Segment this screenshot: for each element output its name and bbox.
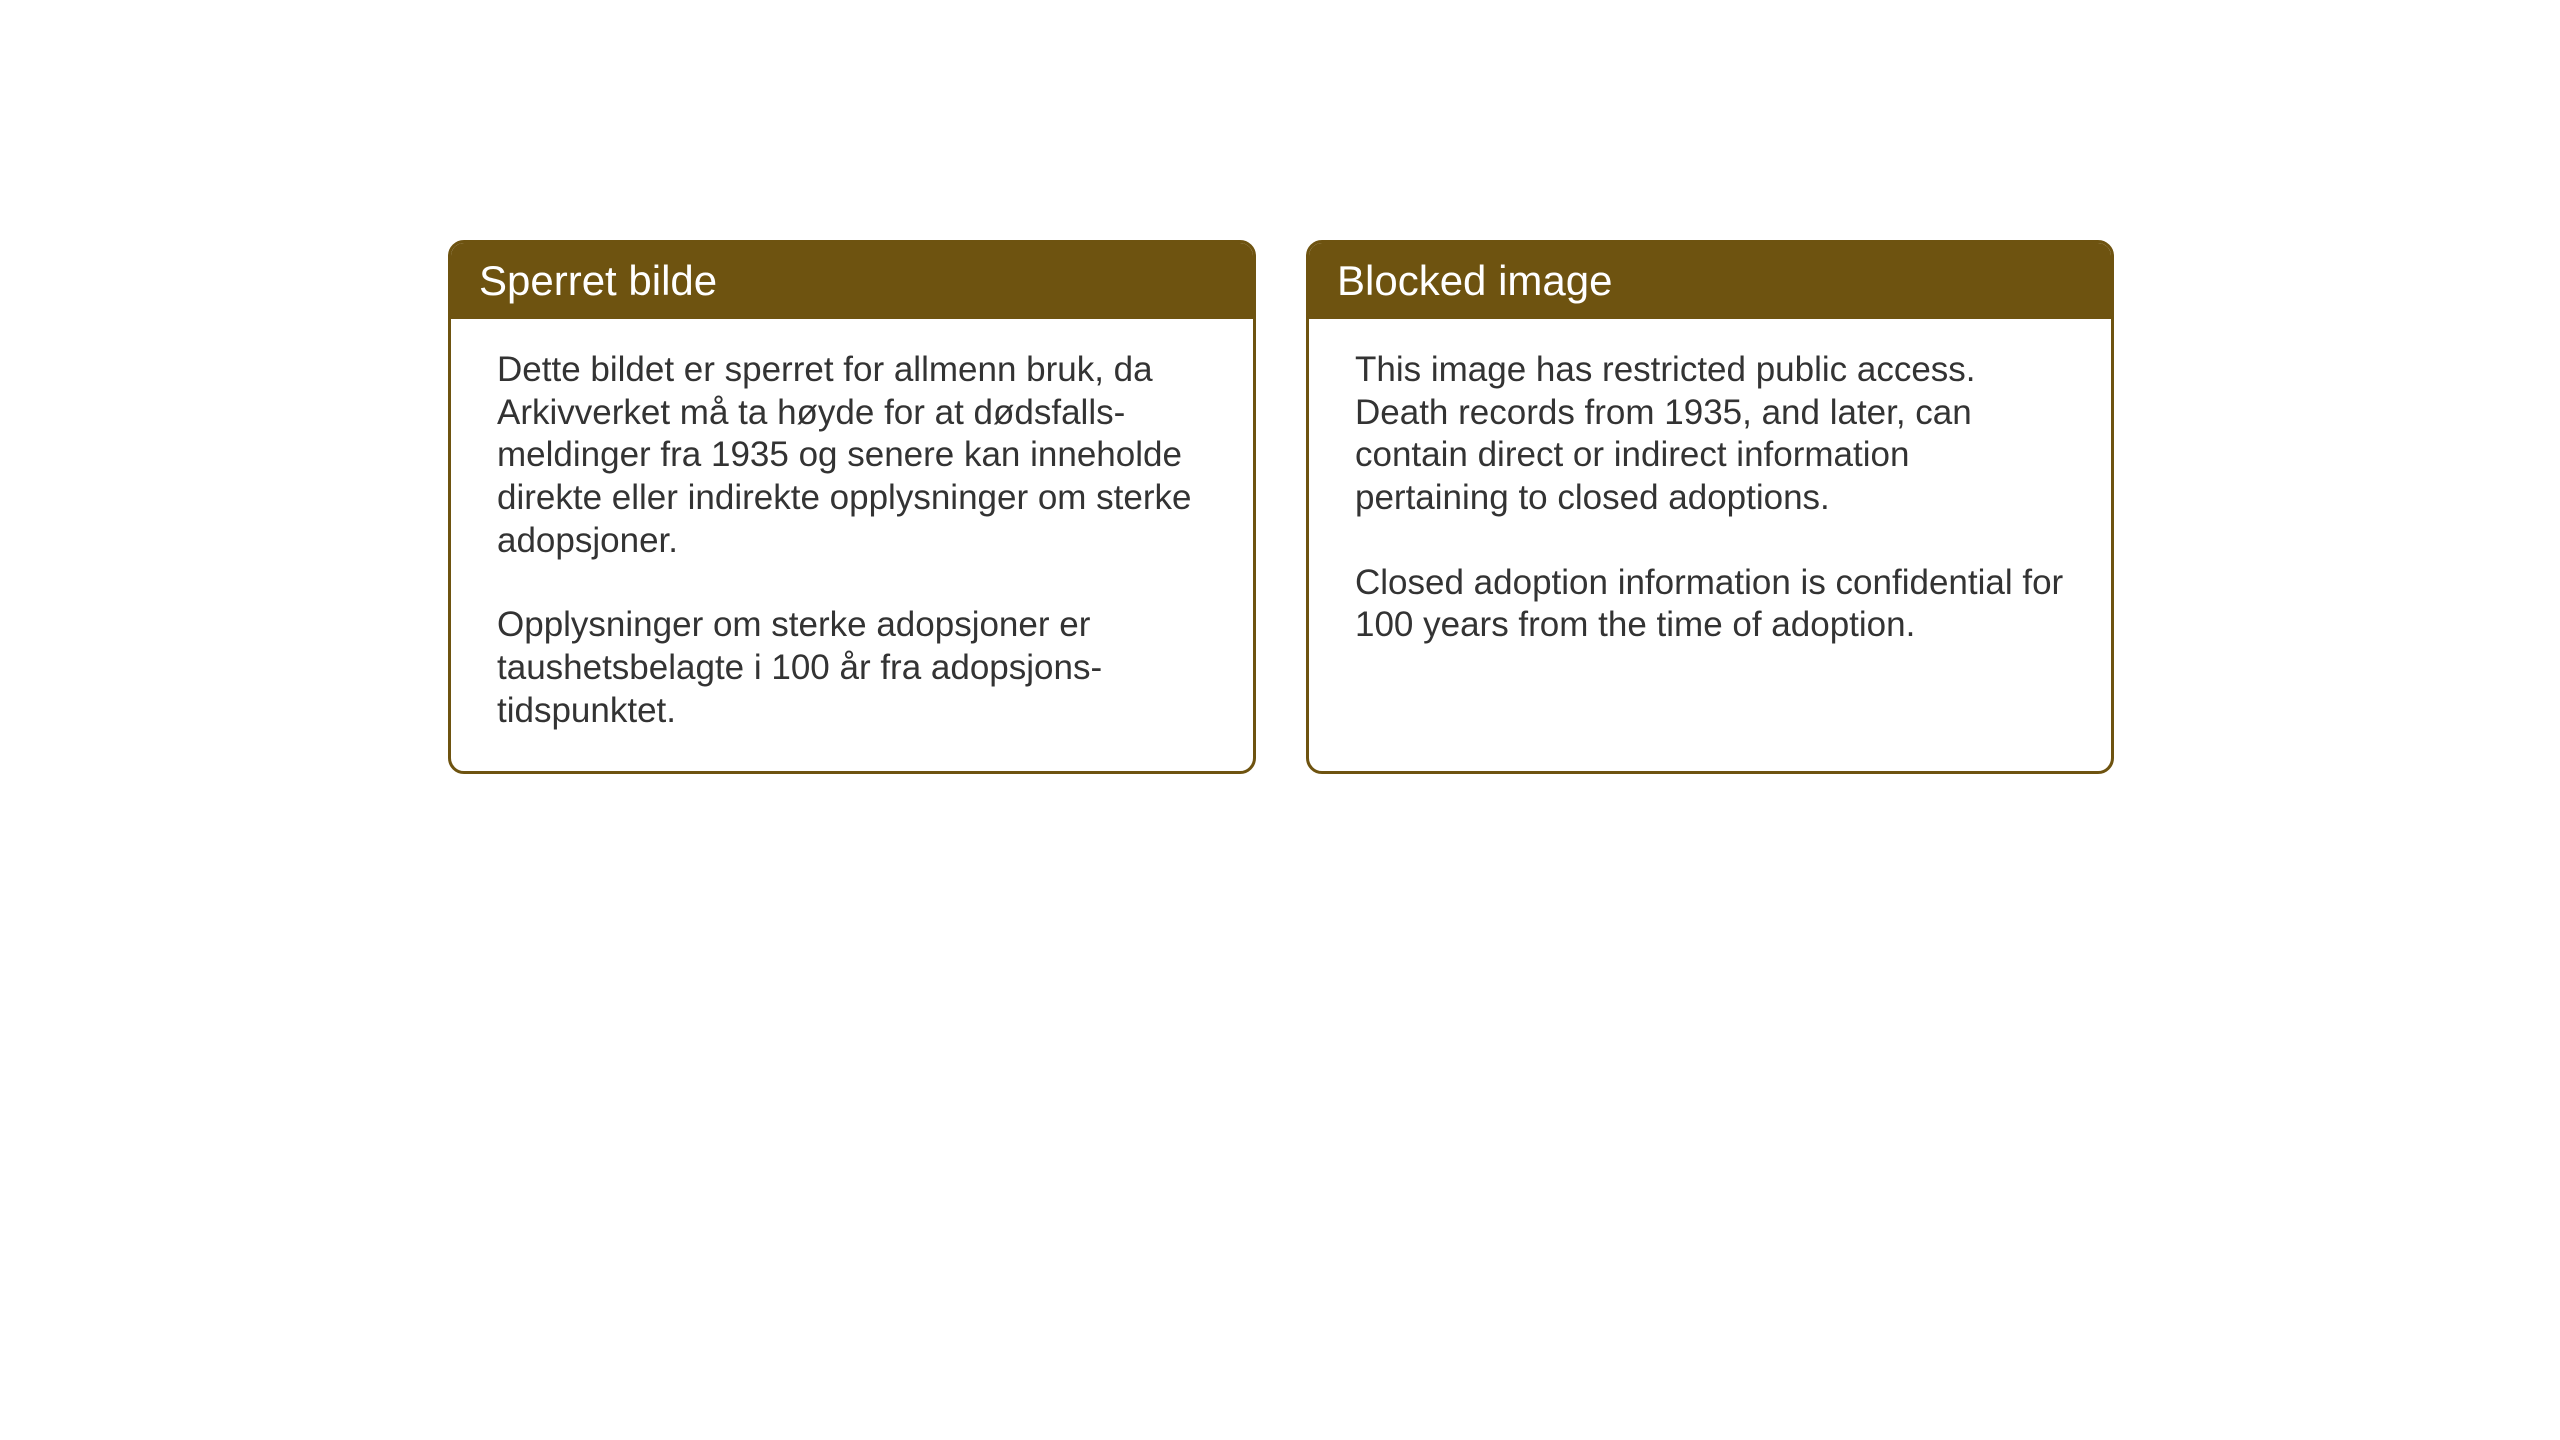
- notice-paragraph-2-norwegian: Opplysninger om sterke adopsjoner er tau…: [497, 604, 1207, 732]
- notice-paragraph-1-norwegian: Dette bildet er sperret for allmenn bruk…: [497, 349, 1207, 562]
- notice-title-english: Blocked image: [1337, 257, 1612, 304]
- notice-paragraph-2-english: Closed adoption information is confident…: [1355, 562, 2065, 647]
- notices-container: Sperret bilde Dette bildet er sperret fo…: [448, 240, 2114, 774]
- notice-body-english: This image has restricted public access.…: [1309, 319, 2111, 685]
- notice-paragraph-1-english: This image has restricted public access.…: [1355, 349, 2065, 520]
- notice-box-norwegian: Sperret bilde Dette bildet er sperret fo…: [448, 240, 1256, 774]
- notice-title-norwegian: Sperret bilde: [479, 257, 717, 304]
- notice-body-norwegian: Dette bildet er sperret for allmenn bruk…: [451, 319, 1253, 771]
- notice-header-norwegian: Sperret bilde: [451, 243, 1253, 319]
- notice-box-english: Blocked image This image has restricted …: [1306, 240, 2114, 774]
- notice-header-english: Blocked image: [1309, 243, 2111, 319]
